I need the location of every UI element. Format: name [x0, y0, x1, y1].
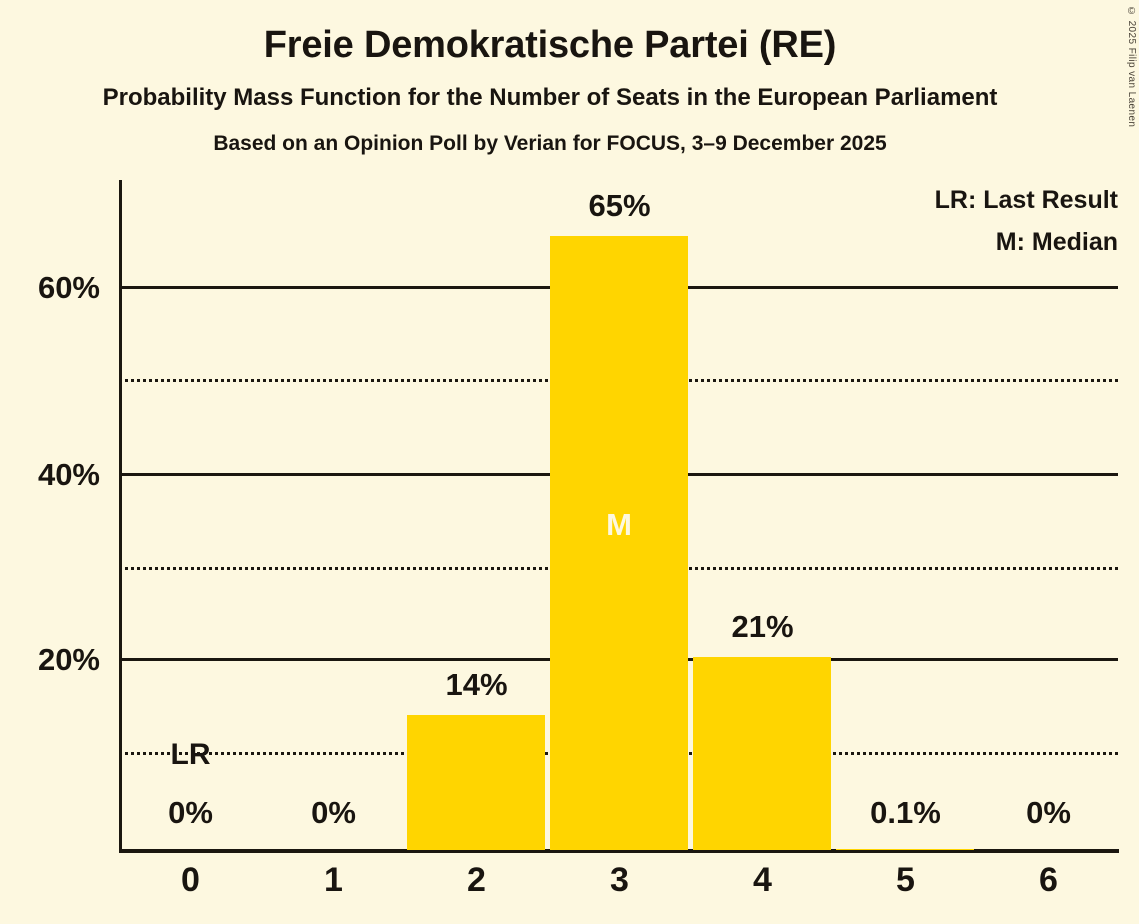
y-tick-label-60: 60%: [37, 270, 100, 305]
bar-value-3: 65%: [588, 188, 651, 223]
x-tick-1: 1: [324, 861, 343, 899]
x-tick-4: 4: [753, 861, 772, 899]
x-axis: [119, 849, 1119, 853]
legend-median: M: Median: [995, 228, 1118, 256]
bar-value-4: 21%: [731, 609, 794, 644]
bar-3[interactable]: [550, 236, 688, 850]
last-result-marker: LR: [170, 738, 211, 771]
chart-subtitle: Probability Mass Function for the Number…: [102, 84, 998, 111]
legend-last-result: LR: Last Result: [934, 186, 1118, 214]
copyright-notice: © 2025 Filip van Laenen: [1126, 6, 1137, 128]
chart-header: Freie Demokratische Partei (RE) Probabil…: [0, 0, 1100, 154]
bar-value-5: 0.1%: [870, 795, 941, 830]
x-tick-0: 0: [181, 861, 200, 899]
x-tick-5: 5: [896, 861, 915, 899]
bar-4[interactable]: [693, 657, 831, 850]
bar-value-1: 0%: [311, 795, 356, 830]
plot-area: M: [119, 180, 1118, 850]
y-axis: [119, 180, 122, 852]
page-title: Freie Demokratische Partei (RE): [263, 24, 837, 66]
chart-source-note: Based on an Opinion Poll by Verian for F…: [213, 132, 887, 155]
y-tick-label-20: 20%: [37, 642, 100, 677]
x-tick-2: 2: [467, 861, 486, 899]
bar-value-2: 14%: [445, 667, 508, 702]
bar-value-0: 0%: [168, 795, 213, 830]
bar-5[interactable]: [836, 849, 974, 850]
x-tick-3: 3: [610, 861, 629, 899]
x-tick-6: 6: [1039, 861, 1058, 899]
y-tick-label-40: 40%: [37, 457, 100, 492]
bar-value-6: 0%: [1026, 795, 1071, 830]
bar-2[interactable]: [407, 715, 545, 850]
median-marker: M: [606, 507, 632, 542]
